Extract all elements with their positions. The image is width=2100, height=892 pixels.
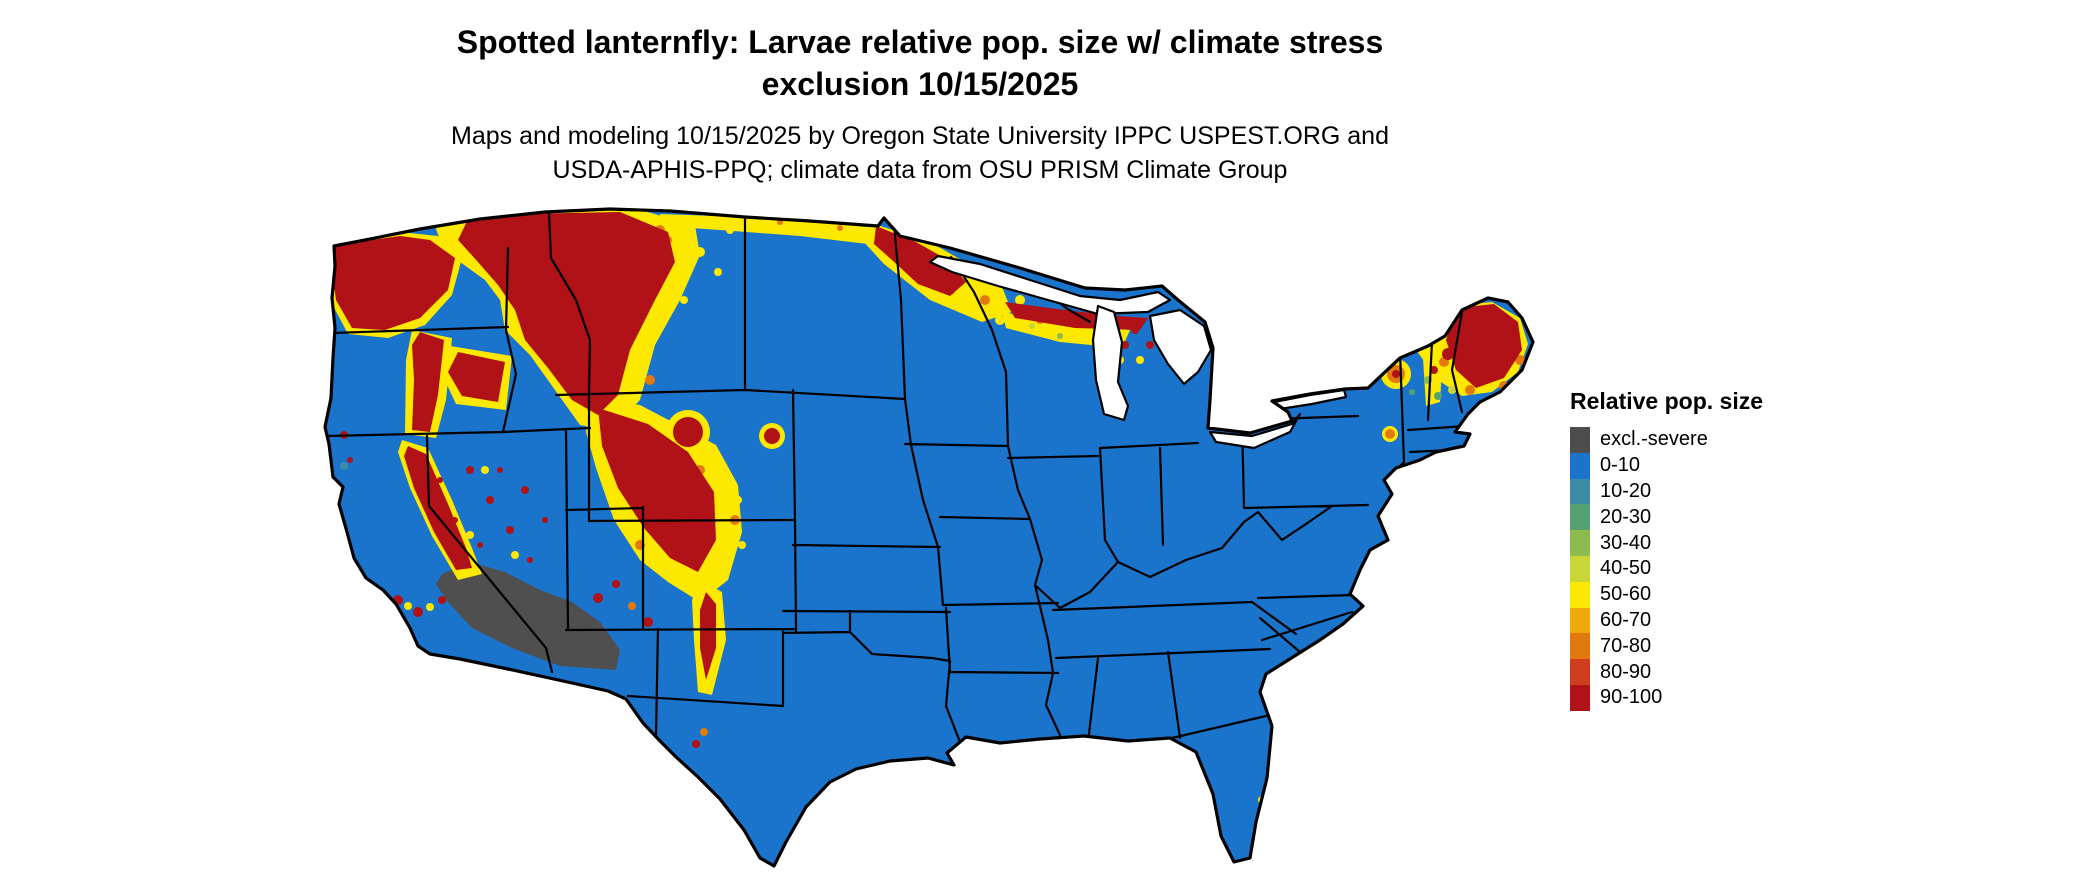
title-line-2: exclusion 10/15/2025 <box>761 65 1079 102</box>
legend-swatch <box>1570 633 1590 660</box>
legend-item: 10-20 <box>1570 478 1870 505</box>
legend-item: 60-70 <box>1570 607 1870 634</box>
legend-item-label: 40-50 <box>1600 557 1652 580</box>
legend-swatch <box>1570 427 1590 453</box>
legend-swatch <box>1570 478 1590 505</box>
region-high-risk-cores <box>332 212 1522 748</box>
legend-item: 90-100 <box>1570 684 1870 711</box>
legend-item-label: 10-20 <box>1600 479 1652 502</box>
lake-michigan <box>1091 304 1130 422</box>
legend-swatch <box>1570 581 1590 608</box>
legend-item-label: 30-40 <box>1600 531 1652 554</box>
legend-item-label: 20-30 <box>1600 505 1652 528</box>
legend-swatch <box>1570 452 1590 479</box>
legend-item-label: 50-60 <box>1600 583 1652 606</box>
subtitle-line-2: USDA-APHIS-PPQ; climate data from OSU PR… <box>552 155 1288 184</box>
subtitle-line-1: Maps and modeling 10/15/2025 by Oregon S… <box>451 122 1389 150</box>
legend-item: 0-10 <box>1570 452 1870 479</box>
legend-item-label: 90-100 <box>1600 686 1663 709</box>
legend-item-label: 80-90 <box>1600 660 1652 683</box>
legend-swatch <box>1570 684 1590 711</box>
legend-item-label: 0-10 <box>1600 454 1641 477</box>
legend-item-label: 60-70 <box>1600 608 1652 631</box>
legend-item: 70-80 <box>1570 633 1870 660</box>
legend-item: excl.-severe <box>1570 427 1870 453</box>
lake-superior <box>928 254 1172 316</box>
title-line-1: Spotted lanternfly: Larvae relative pop.… <box>456 24 1384 60</box>
lake-erie <box>1208 412 1302 450</box>
legend-swatch <box>1570 530 1590 556</box>
region-excluded-desert <box>436 562 620 670</box>
legend-item: 50-60 <box>1570 581 1870 608</box>
us-outline <box>323 207 1535 868</box>
legend-swatch <box>1570 504 1590 531</box>
legend-item: 80-90 <box>1570 659 1870 685</box>
lake-huron <box>1148 308 1213 386</box>
page-title: Spotted lanternfly: Larvae relative pop.… <box>0 22 1840 105</box>
legend-item: 40-50 <box>1570 555 1870 582</box>
legend-title: Relative pop. size <box>1570 388 1764 414</box>
attribution: Maps and modeling 10/15/2025 by Oregon S… <box>0 120 1840 187</box>
legend-item-label: 70-80 <box>1600 634 1652 657</box>
legend-swatch <box>1570 607 1590 634</box>
legend-item: 30-40 <box>1570 530 1870 556</box>
legend: Relative pop. size excl.-severe 0-10 10-… <box>1570 388 1870 711</box>
legend-swatch <box>1570 555 1590 582</box>
legend-item: 20-30 <box>1570 504 1870 531</box>
legend-item-label: excl.-severe <box>1600 428 1708 451</box>
legend-swatch <box>1570 659 1590 685</box>
legend-items: excl.-severe 0-10 10-20 20-30 30-40 40-5… <box>1570 427 1870 711</box>
great-lakes <box>928 254 1348 450</box>
